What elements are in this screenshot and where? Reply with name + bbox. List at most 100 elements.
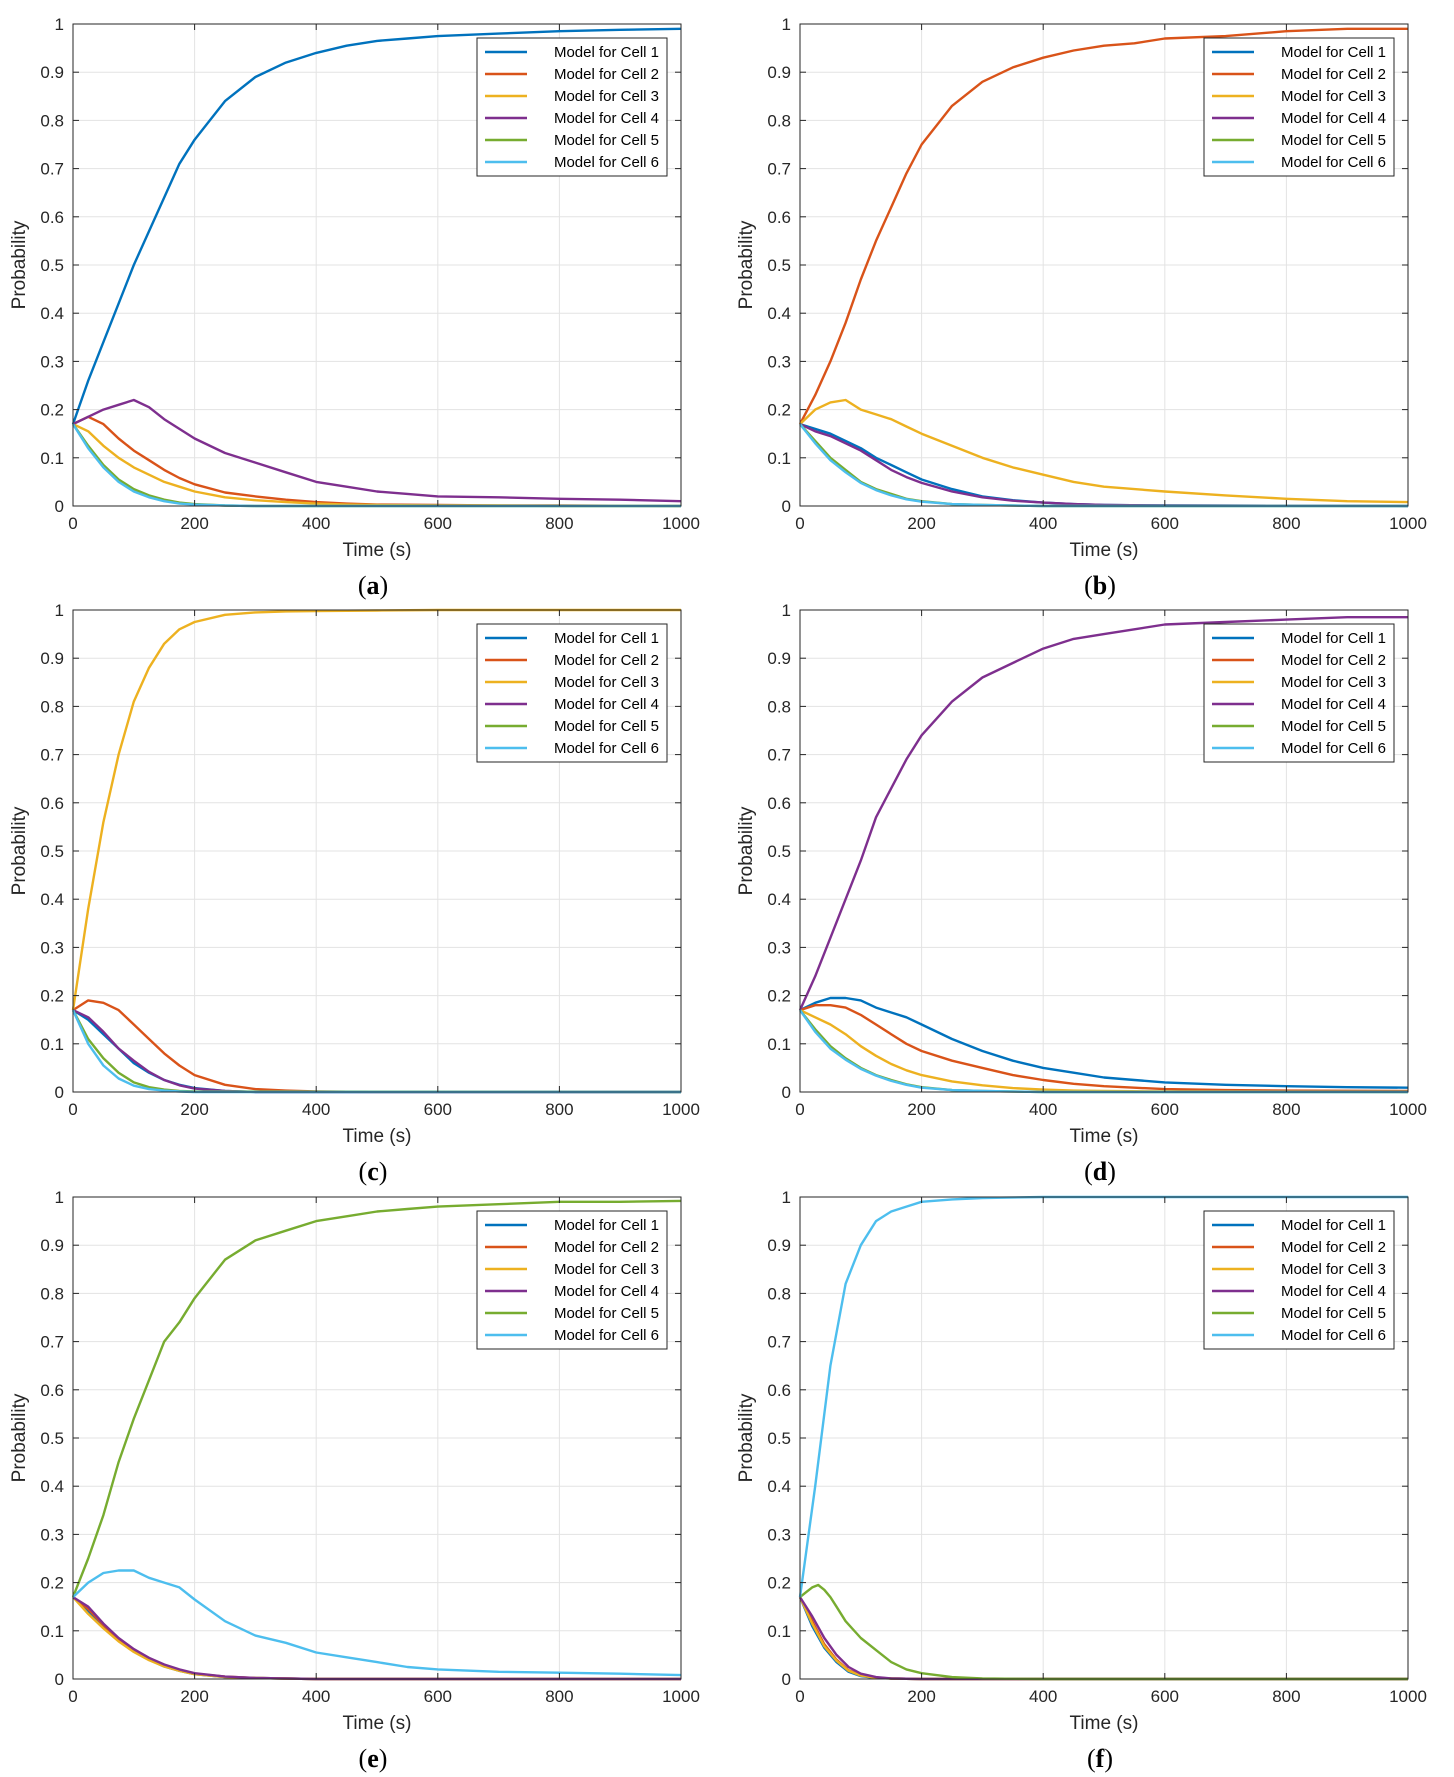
y-tick-label: 0.2 [40, 1574, 64, 1593]
chart-panel-a: 0 200 400 600 800 1000 0 0.1 0.2 0.3 0.4 0.5 0.6 0.7 0… [9, 15, 700, 600]
x-tick-label: 400 [1029, 1687, 1057, 1706]
legend-entry-cell-6: Model for Cell 6 [554, 1327, 659, 1344]
x-tick-label: 200 [907, 514, 935, 533]
x-tick-label: 0 [795, 1100, 804, 1119]
legend-entry-cell-1: Model for Cell 1 [1281, 630, 1386, 647]
y-tick-label: 0.4 [40, 1477, 64, 1496]
chart-panel-e: 0 200 400 600 800 1000 0 0.1 0.2 0.3 0.4 0.5 0.6 0.7 0… [9, 1188, 700, 1773]
x-tick-label: 1000 [662, 1100, 700, 1119]
legend-entry-cell-4: Model for Cell 4 [1281, 110, 1386, 127]
x-tick-label: 800 [545, 1100, 573, 1119]
legend-box [476, 623, 668, 763]
y-tick-label: 0.8 [40, 1284, 64, 1303]
legend-entry-cell-6: Model for Cell 6 [1281, 154, 1386, 171]
y-tick-label: 0.5 [40, 842, 64, 861]
series-line-cell-1 [799, 996, 1409, 1089]
legend-box [1203, 1210, 1395, 1350]
x-tick-label: 200 [180, 1100, 208, 1119]
x-tick-label: 400 [302, 1687, 330, 1706]
y-tick-label: 0.4 [767, 1477, 791, 1496]
series-line-cell-2 [799, 1004, 1409, 1093]
x-tick-label: 800 [545, 1687, 573, 1706]
x-tick-label: 0 [68, 514, 77, 533]
y-tick-label: 0 [55, 1670, 64, 1689]
y-tick-label: 0.8 [40, 111, 64, 130]
y-tick-label: 0.3 [40, 1525, 64, 1544]
series-line-cell-4 [72, 398, 682, 503]
series-line-cell-6 [72, 1569, 682, 1677]
y-tick-label: 0.7 [767, 160, 791, 179]
chart-panel-c: 0 200 400 600 800 1000 0 0.1 0.2 0.3 0.4 0.5 0.6 0.7 0… [9, 601, 700, 1186]
y-tick-label: 0.5 [40, 1429, 64, 1448]
x-tick-label: 0 [68, 1687, 77, 1706]
legend-entry-cell-2: Model for Cell 2 [554, 1239, 659, 1256]
y-tick-label: 0.1 [40, 1622, 64, 1641]
y-tick-label: 0.2 [767, 987, 791, 1006]
panel-label-a: (a) [358, 571, 388, 600]
legend: Model for Cell 1 Model for Cell 2 Model fo… [1203, 37, 1395, 177]
y-tick-label: 0.6 [767, 794, 791, 813]
x-tick-label: 600 [424, 1100, 452, 1119]
y-tick-label: 0.9 [40, 1236, 64, 1255]
y-axis-label: Probability [9, 806, 30, 895]
y-tick-label: 0.5 [767, 256, 791, 275]
legend-entry-cell-5: Model for Cell 5 [1281, 132, 1386, 149]
chart-panel-d: 0 200 400 600 800 1000 0 0.1 0.2 0.3 0.4 0.5 0.6 0.7 0… [736, 601, 1427, 1186]
legend: Model for Cell 1 Model for Cell 2 Model fo… [1203, 1210, 1395, 1350]
legend-entry-cell-3: Model for Cell 3 [1281, 1261, 1386, 1278]
panel-label-e: (e) [359, 1744, 388, 1773]
legend: Model for Cell 1 Model for Cell 2 Model fo… [1203, 623, 1395, 763]
x-tick-label: 600 [1151, 1687, 1179, 1706]
legend-entry-cell-4: Model for Cell 4 [554, 1283, 659, 1300]
y-tick-label: 0.2 [767, 401, 791, 420]
y-tick-label: 0.9 [767, 63, 791, 82]
series-line-cell-3 [799, 398, 1409, 504]
legend-entry-cell-3: Model for Cell 3 [554, 674, 659, 691]
y-tick-label: 0 [782, 497, 791, 516]
x-axis-label: Time (s) [343, 1126, 412, 1147]
y-tick-label: 1 [782, 601, 791, 620]
y-tick-label: 0 [782, 1670, 791, 1689]
y-tick-label: 0 [782, 1083, 791, 1102]
x-tick-label: 0 [68, 1100, 77, 1119]
y-tick-label: 0.8 [767, 697, 791, 716]
legend-entry-cell-1: Model for Cell 1 [1281, 44, 1386, 61]
legend-entry-cell-4: Model for Cell 4 [554, 110, 659, 127]
legend-entry-cell-2: Model for Cell 2 [1281, 652, 1386, 669]
legend-entry-cell-4: Model for Cell 4 [1281, 1283, 1386, 1300]
x-tick-label: 800 [1272, 514, 1300, 533]
panel-label-c: (c) [359, 1157, 388, 1186]
y-tick-label: 0.7 [767, 1333, 791, 1352]
x-tick-label: 1000 [1389, 1687, 1427, 1706]
y-tick-label: 0.7 [40, 746, 64, 765]
x-axis-label: Time (s) [343, 540, 412, 561]
panel-label-d: (d) [1084, 1157, 1116, 1186]
x-tick-label: 200 [907, 1100, 935, 1119]
y-tick-label: 1 [782, 1188, 791, 1207]
x-axis-label: Time (s) [1070, 540, 1139, 561]
x-axis-label: Time (s) [1070, 1713, 1139, 1734]
legend-entry-cell-2: Model for Cell 2 [1281, 1239, 1386, 1256]
y-tick-label: 0.5 [40, 256, 64, 275]
y-tick-label: 0.9 [40, 63, 64, 82]
y-tick-label: 0.3 [40, 352, 64, 371]
legend-entry-cell-3: Model for Cell 3 [554, 88, 659, 105]
legend-entry-cell-2: Model for Cell 2 [554, 652, 659, 669]
series-line-cell-2 [798, 27, 1408, 425]
panel-label-f: (f) [1087, 1744, 1113, 1773]
legend-entry-cell-5: Model for Cell 5 [554, 132, 659, 149]
y-axis-label: Probability [736, 806, 757, 895]
y-tick-label: 0.4 [767, 304, 791, 323]
legend-entry-cell-6: Model for Cell 6 [1281, 1327, 1386, 1344]
legend-entry-cell-1: Model for Cell 1 [554, 44, 659, 61]
x-tick-label: 1000 [662, 514, 700, 533]
x-tick-label: 400 [302, 1100, 330, 1119]
series-line-cell-6 [798, 1195, 1408, 1598]
legend-entry-cell-3: Model for Cell 3 [554, 1261, 659, 1278]
y-tick-label: 0.3 [767, 1525, 791, 1544]
x-axis-label: Time (s) [1070, 1126, 1139, 1147]
x-tick-label: 200 [180, 1687, 208, 1706]
y-tick-label: 0.9 [767, 1236, 791, 1255]
y-tick-label: 0.4 [767, 890, 791, 909]
